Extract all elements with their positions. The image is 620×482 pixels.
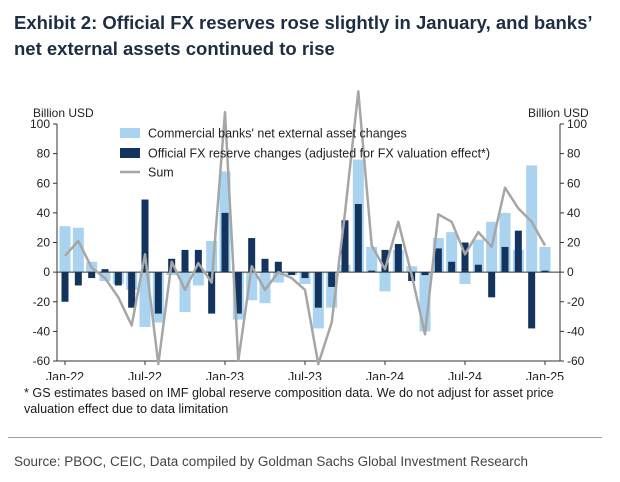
x-tick-label: Jan-24 (366, 370, 404, 380)
left-y-tick-label: 80 (37, 147, 51, 161)
official-fx-bar (74, 272, 82, 286)
legend-official-label: Official FX reserve changes (adjusted fo… (148, 147, 490, 161)
legend-commercial-swatch (120, 128, 140, 138)
official-fx-bar (154, 272, 162, 314)
left-y-tick-label: 0 (43, 265, 50, 279)
divider (8, 437, 602, 438)
sum-line (64, 90, 547, 366)
left-y-tick-label: 100 (30, 117, 50, 131)
official-fx-bar (381, 249, 389, 273)
x-tick-label: Jan-23 (206, 370, 244, 380)
x-tick-label: Jan-22 (46, 370, 84, 380)
right-y-tick-label: -40 (567, 324, 585, 338)
commercial-bank-bar (59, 226, 71, 273)
left-y-tick-label: 40 (37, 206, 51, 220)
chart-title-line-2: net external assets continued to rise (14, 38, 335, 59)
commercial-bank-bar (379, 272, 391, 292)
official-fx-bar (488, 272, 496, 298)
footnote-line-2: valuation effect due to data limitation (24, 402, 229, 416)
chart: -60 -60 -40 -40 -20 -20 0 0 20 20 40 40 60 60 80 80 100 1… (30, 90, 589, 380)
commercial-bank-bar (499, 212, 511, 273)
right-y-tick-label: 80 (567, 147, 581, 161)
right-y-tick-label: 0 (567, 265, 574, 279)
footnote-line-1: * GS estimates based on IMF global reser… (24, 386, 554, 400)
left-y-tick-label: 60 (37, 176, 51, 190)
official-fx-bar (248, 238, 256, 273)
official-fx-bar (88, 272, 96, 279)
left-y-tick-label: -20 (33, 295, 51, 309)
official-fx-bar (141, 199, 149, 273)
right-y-tick-label: -60 (567, 354, 585, 368)
x-tick-label: Jul-23 (288, 370, 322, 380)
official-fx-bar (194, 249, 202, 273)
left-axis-label: Billion USD (33, 106, 94, 120)
official-fx-bar (261, 258, 269, 273)
commercial-bank-bar (206, 241, 218, 273)
commercial-bank-bar (166, 272, 178, 276)
official-fx-bar (341, 220, 349, 273)
official-fx-bar (394, 243, 402, 273)
official-fx-bar (354, 203, 362, 273)
commercial-bank-bar (526, 165, 538, 273)
official-fx-bar (274, 261, 282, 273)
official-fx-bar (101, 269, 109, 273)
right-y-tick-label: 40 (567, 206, 581, 220)
official-fx-bar (421, 272, 429, 276)
legend-commercial-label: Commercial banks' net external asset cha… (148, 127, 407, 141)
right-axis-label: Billion USD (528, 106, 589, 120)
commercial-bank-bar (459, 272, 471, 284)
x-tick-label: Jan-25 (526, 370, 564, 380)
left-y-tick-label: -40 (33, 324, 51, 338)
official-fx-bar (208, 272, 216, 314)
commercial-bank-bar (446, 232, 458, 273)
source-note: Source: PBOC, CEIC, Data compiled by Gol… (14, 454, 528, 469)
official-fx-bar (368, 270, 376, 273)
commercial-bank-bar (72, 227, 84, 273)
legend-official-swatch (120, 148, 140, 158)
right-y-tick-label: 20 (567, 236, 581, 250)
legend-sum-label: Sum (148, 166, 174, 180)
commercial-bank-bar (139, 272, 151, 327)
official-fx-bar (461, 242, 469, 273)
commercial-bank-bar (366, 246, 378, 273)
chart-title-line-1: Exhibit 2: Official FX reserves rose sli… (14, 12, 593, 33)
official-fx-bar (301, 272, 309, 279)
commercial-bank-bar (539, 246, 551, 273)
official-fx-bar (528, 272, 536, 329)
official-fx-bar (514, 230, 522, 273)
x-tick-label: Jul-24 (448, 370, 482, 380)
official-fx-bar (221, 212, 229, 273)
official-fx-bar (61, 272, 69, 302)
official-fx-bar (448, 261, 456, 273)
commercial-bank-bar (246, 272, 258, 301)
official-fx-bar (434, 248, 442, 273)
official-fx-bar (128, 272, 136, 308)
official-fx-bar (114, 272, 122, 286)
footnote: * GS estimates based on IMF global reser… (24, 385, 610, 417)
commercial-bank-bar (406, 266, 418, 273)
left-y-tick-label: 20 (37, 236, 51, 250)
official-fx-bar (181, 249, 189, 273)
commercial-bank-bar (326, 272, 338, 308)
official-fx-bar (234, 272, 242, 314)
official-fx-bar (288, 272, 296, 276)
left-y-tick-label: -60 (33, 354, 51, 368)
right-y-tick-label: 60 (567, 176, 581, 190)
official-fx-bar (541, 270, 549, 273)
right-y-tick-label: -20 (567, 295, 585, 309)
chart-title: Exhibit 2: Official FX reserves rose sli… (14, 10, 610, 62)
official-fx-bar (501, 246, 509, 273)
commercial-bank-bar (472, 239, 484, 273)
right-y-tick-label: 100 (567, 117, 587, 131)
commercial-bank-bar (192, 272, 204, 286)
x-tick-label: Jul-22 (128, 370, 162, 380)
official-fx-bar (474, 264, 482, 273)
commercial-bank-bar (419, 272, 431, 332)
official-fx-bar (314, 272, 322, 308)
official-fx-bar (328, 272, 336, 287)
commercial-bank-bar (179, 272, 191, 313)
commercial-bank-bar (272, 272, 284, 283)
